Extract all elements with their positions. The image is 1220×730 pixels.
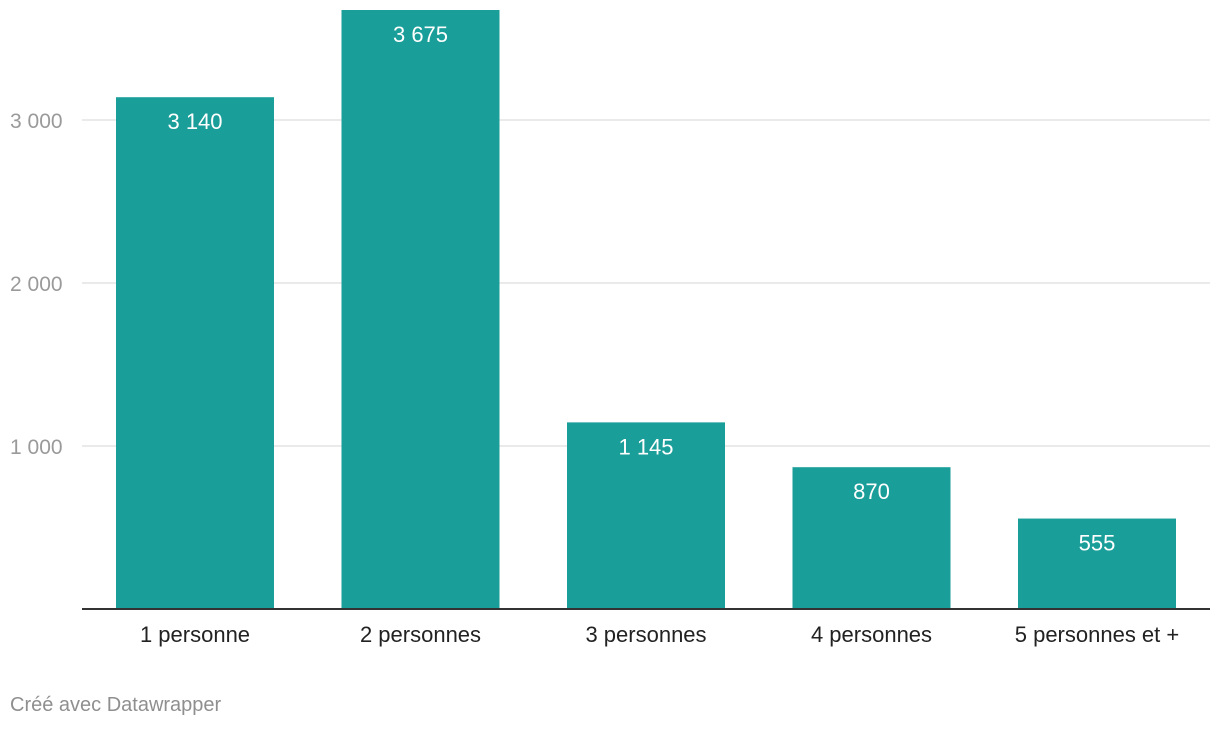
x-category-label: 4 personnes	[811, 622, 932, 647]
bar	[341, 10, 500, 609]
y-tick-label: 3 000	[10, 110, 63, 133]
bar	[567, 422, 725, 609]
bar	[116, 97, 274, 610]
bar-value-label: 3 675	[393, 22, 448, 47]
x-category-label: 5 personnes et +	[1015, 622, 1180, 647]
bar	[1018, 518, 1176, 609]
bar-value-label: 555	[1079, 531, 1116, 556]
bars	[116, 10, 1176, 610]
bar-value-label: 3 140	[167, 109, 222, 134]
y-tick-label: 1 000	[10, 436, 63, 459]
bar	[792, 467, 951, 609]
x-category-label: 1 personne	[140, 622, 250, 647]
credit-text: Créé avec Datawrapper	[10, 694, 222, 716]
y-tick-label: 2 000	[10, 273, 63, 296]
bar-value-label: 1 145	[618, 434, 673, 459]
y-axis-tick-labels: 1 000 2 000 3 000	[10, 110, 63, 459]
x-category-label: 2 personnes	[360, 622, 481, 647]
x-category-label: 3 personnes	[585, 622, 706, 647]
bar-value-label: 870	[853, 479, 890, 504]
bar-value-labels: 3 140 3 675 1 145 870 555	[167, 22, 1115, 556]
x-axis-category-labels: 1 personne 2 personnes 3 personnes 4 person…	[140, 622, 1179, 647]
